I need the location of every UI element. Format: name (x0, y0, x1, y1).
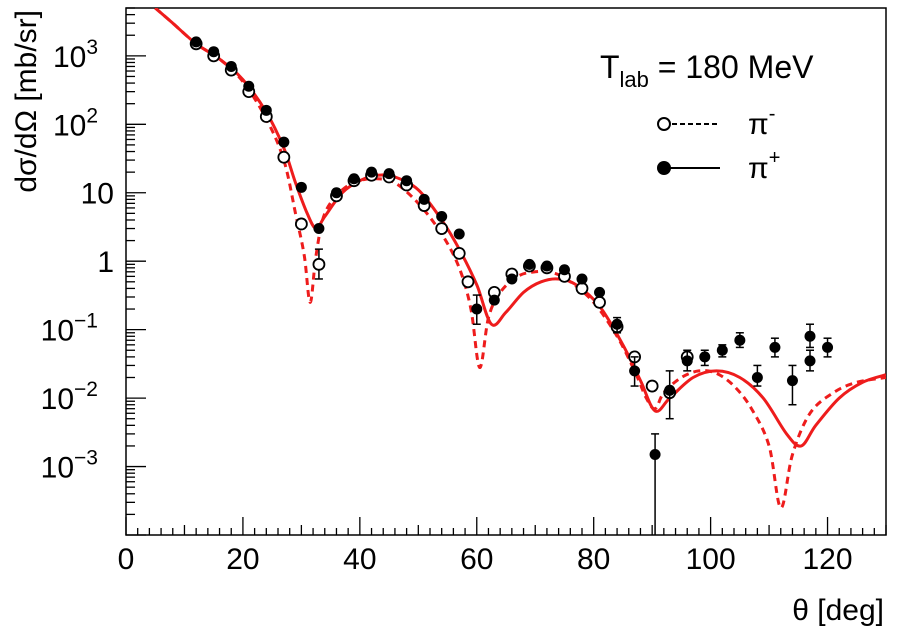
y-tick-label: 10 (81, 178, 114, 211)
y-tick-label: 1 (97, 246, 114, 279)
pi-plus-data-point (716, 344, 728, 356)
pi-minus-data-point (645, 379, 659, 393)
pi-plus-data-point (488, 294, 500, 306)
pi-plus-data-point (401, 175, 413, 187)
pi-plus-data-point (523, 258, 535, 270)
legend-entry-pi-minus: π- (657, 103, 775, 141)
pi-plus-data-point (558, 264, 570, 276)
x-tick-label-120: 120 (803, 543, 853, 576)
pi-plus-data-point (541, 260, 553, 272)
y-tick-label: 10−3 (41, 447, 98, 485)
pi-plus-data-point (436, 210, 448, 222)
pi-plus-data-point (313, 223, 325, 235)
pi-minus-data-point (452, 246, 466, 260)
y-tick-label: 102 (53, 104, 98, 142)
pi-plus-data-point (769, 341, 781, 353)
pi-plus-data-point (330, 187, 342, 199)
annotation-prefix: T (600, 49, 620, 85)
pi-minus-data-point (294, 217, 308, 231)
pi-plus-data-point (225, 60, 237, 72)
pi-plus-data-point (418, 193, 430, 205)
annotation-suffix: = 180 MeV (649, 49, 814, 85)
pi-plus-data-point (786, 375, 798, 387)
pi-plus-data-point (751, 371, 763, 383)
pi-plus-data-point (295, 181, 307, 193)
theory-curves (154, 8, 886, 510)
pi-minus-data-point (575, 282, 589, 295)
pi-plus-data-point (190, 36, 202, 48)
legend-label-pi-plus: π+ (748, 147, 780, 185)
data-markers (189, 36, 834, 535)
pi-plus-data-point (649, 448, 661, 460)
y-tick-base: 10 (53, 41, 86, 74)
pi-plus-data-point (664, 384, 676, 396)
pi-minus-data-point (593, 296, 606, 309)
y-axis-title: dσ/dΩ [mb/sr] (10, 10, 43, 193)
legend-marker-open-circle (657, 117, 671, 131)
legend: π- π+ (657, 103, 780, 185)
pi-plus-data-point (383, 168, 395, 180)
y-tick-base: 10 (41, 452, 74, 485)
legend-marker-filled-circle (657, 161, 671, 175)
pi-plus-data-point (208, 46, 220, 58)
y-tick-base: 10 (81, 178, 114, 211)
y-tick-base: 10 (41, 315, 74, 348)
pi-plus-data-point (822, 341, 834, 353)
x-axis-title: θ [deg] (792, 594, 884, 627)
y-tick-label: 10−2 (41, 378, 98, 416)
pi-plus-data-point (681, 355, 693, 367)
pi-plus-data-point (278, 136, 290, 148)
x-tick-label-20: 20 (226, 543, 259, 576)
pi-minus-data-point (461, 275, 475, 289)
pi-minus-data-point (277, 150, 291, 164)
x-tick-labels: 0 20 40 60 80 100 120 (118, 543, 853, 576)
pi-plus-data-point (243, 80, 255, 92)
pi-plus-data-point (611, 318, 623, 330)
pi-plus-data-point (506, 273, 518, 285)
y-tick-label: 10−1 (41, 310, 98, 348)
y-tick-base: 10 (53, 109, 86, 142)
pi-plus-data-point (348, 173, 360, 185)
y-tick-exponent: −3 (74, 447, 98, 470)
energy-annotation: Tlab = 180 MeV (600, 49, 814, 92)
x-tick-label-80: 80 (577, 543, 610, 576)
pi-plus-data-point (699, 351, 711, 363)
y-tick-exponent: −1 (74, 310, 98, 333)
pi-plus-data-point (366, 166, 378, 178)
axis-ticks (125, 7, 887, 536)
pi-plus-data-point (453, 228, 465, 240)
pi-plus-data-point (260, 104, 272, 116)
pi-plus-data-point (804, 330, 816, 342)
y-tick-exponent: 2 (86, 104, 98, 127)
x-tick-label-100: 100 (686, 543, 736, 576)
annotation-subscript: lab (620, 67, 649, 92)
y-tick-base: 1 (97, 246, 114, 279)
y-tick-label: 103 (53, 36, 98, 74)
y-tick-base: 10 (41, 383, 74, 416)
legend-label-pi-minus: π- (748, 103, 775, 141)
pi-plus-data-point (804, 355, 816, 367)
pi-minus-data-point (435, 222, 449, 235)
x-tick-label-60: 60 (460, 543, 493, 576)
pi-plus-data-point (594, 286, 606, 298)
y-tick-exponent: −2 (74, 378, 98, 401)
pi-plus-data-point (629, 365, 641, 377)
x-tick-label-0: 0 (118, 543, 135, 576)
pi-minus-data-point (312, 257, 326, 271)
pi-plus-data-point (734, 334, 746, 346)
pi-plus-data-point (471, 303, 483, 315)
x-tick-label-40: 40 (343, 543, 376, 576)
pi-plus-data-point (576, 273, 588, 285)
y-tick-exponent: 3 (86, 36, 98, 59)
legend-entry-pi-plus: π+ (657, 147, 780, 185)
pi-plus-theory-curve (154, 8, 886, 448)
